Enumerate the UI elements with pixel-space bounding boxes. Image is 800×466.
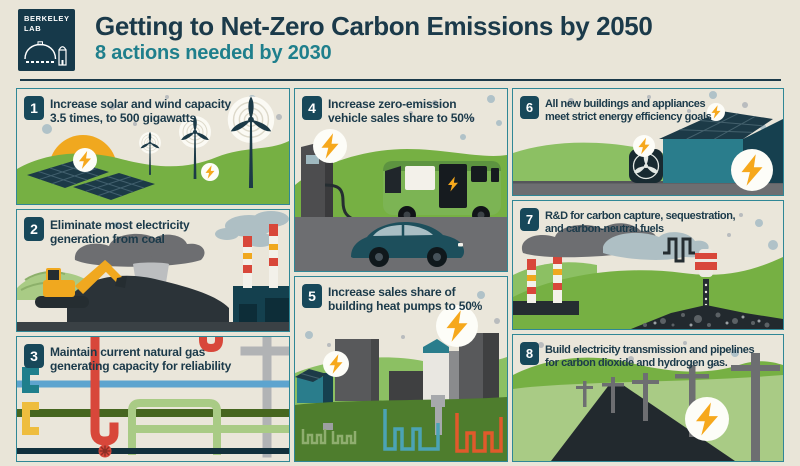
lightning-bolt-icon	[313, 129, 347, 163]
heat-pump-loops	[301, 409, 503, 453]
coal-factory	[233, 286, 289, 322]
electric-car-icon	[351, 222, 465, 267]
transmission-illustration	[513, 341, 783, 461]
panel-heading: Build electricity transmission and pipel…	[545, 344, 755, 369]
electric-bus-icon	[383, 161, 501, 224]
efficient-building-illustration	[513, 91, 783, 195]
panel-heading: R&D for carbon capture, sequestration, an…	[545, 210, 736, 235]
smoke-cloud	[74, 233, 205, 267]
solar-wind-illustration	[17, 95, 289, 204]
heat-pump-connector	[323, 395, 445, 435]
panel-5-heat-pumps: 5 Increase sales share of building heat p…	[294, 276, 508, 462]
panel-number-badge: 7	[520, 208, 539, 231]
smoke-stem	[137, 248, 153, 262]
dome-building-icon	[24, 41, 67, 66]
lightning-bolt-icon	[323, 351, 349, 377]
panel-1-solar-wind: 1 Increase solar and wind capacity 3.5 ti…	[16, 88, 290, 205]
panel-number-badge: 3	[24, 344, 44, 368]
lightning-bolt-icon	[731, 149, 773, 191]
panel-8-transmission-pipelines: 8 Build electricity transmission and pip…	[512, 334, 784, 462]
panel-grid: 1 Increase solar and wind capacity 3.5 ti…	[16, 88, 784, 462]
panel-number-badge: 4	[302, 96, 322, 120]
heat-pump-illustration	[295, 291, 507, 461]
sky-dots	[75, 222, 120, 240]
page-subtitle: 8 actions needed by 2030	[95, 42, 332, 65]
smokestack-icon	[527, 253, 562, 303]
gas-pipes-illustration	[17, 337, 289, 458]
mound-stripe	[24, 271, 66, 281]
injection-well-icon	[695, 249, 717, 309]
smokestack-icon	[243, 224, 278, 288]
panel-number-badge: 8	[520, 342, 539, 365]
panel-heading: All new buildings and appliances meet str…	[545, 98, 712, 123]
lightning-bolt-icon	[73, 148, 97, 172]
pipe-network	[17, 337, 289, 458]
transmission-pole-icon	[576, 353, 780, 461]
coal-plant-illustration	[17, 211, 289, 331]
panel-heading: Increase solar and wind capacity 3.5 time…	[50, 97, 232, 126]
heat-pump-icon	[629, 149, 663, 183]
panel-number-badge: 1	[24, 96, 44, 120]
logo-text-line1: BERKELEY	[24, 14, 70, 23]
ev-illustration	[295, 95, 507, 271]
solar-roof-building	[295, 369, 333, 403]
panel-heading: Increase sales share of building heat pum…	[328, 285, 483, 314]
panel-number-badge: 6	[520, 96, 539, 119]
carbon-storage	[631, 305, 783, 329]
panel-number-badge: 5	[302, 284, 322, 308]
capture-pipe	[663, 237, 695, 263]
panel-6-efficient-buildings: 6 All new buildings and appliances meet s…	[512, 88, 784, 196]
smokestack-smoke	[215, 211, 289, 247]
panel-number-badge: 2	[24, 217, 44, 241]
header-divider	[20, 79, 781, 81]
excavator-icon	[35, 260, 127, 308]
panel-4-zero-emission-vehicles: 4 Increase zero-emission vehicle sales sh…	[294, 88, 508, 272]
ground-strip	[17, 322, 289, 331]
plant-platform	[513, 301, 579, 315]
road	[513, 181, 783, 195]
berkeley-lab-logo: BERKELEY LAB	[18, 9, 75, 71]
panel-7-carbon-capture: 7 R&D for carbon capture, sequestration,…	[512, 200, 784, 330]
page-title: Getting to Net-Zero Carbon Emissions by …	[95, 11, 653, 41]
coal-pile	[67, 275, 229, 322]
panel-heading: Increase zero-emission vehicle sales shar…	[328, 97, 475, 126]
sky-dots	[409, 95, 502, 140]
carbon-bubbles	[643, 312, 770, 328]
carbon-capture-illustration	[513, 213, 783, 329]
panel-3-natural-gas: 3 Maintain current natural gas generating…	[16, 336, 290, 462]
lightning-bolt-icon	[633, 135, 655, 157]
panel-2-coal: 2 Eliminate most electricity generation f…	[16, 209, 290, 332]
lightning-bolt-icon	[685, 397, 729, 441]
pipeline-road	[551, 385, 735, 461]
panel-heading: Eliminate most electricity generation fro…	[50, 218, 190, 247]
panel-heading: Maintain current natural gas generating c…	[50, 345, 232, 374]
lightning-bolt-icon	[201, 163, 219, 181]
pipe-valve-icon	[98, 444, 112, 458]
logo-text-line2: LAB	[24, 23, 42, 33]
